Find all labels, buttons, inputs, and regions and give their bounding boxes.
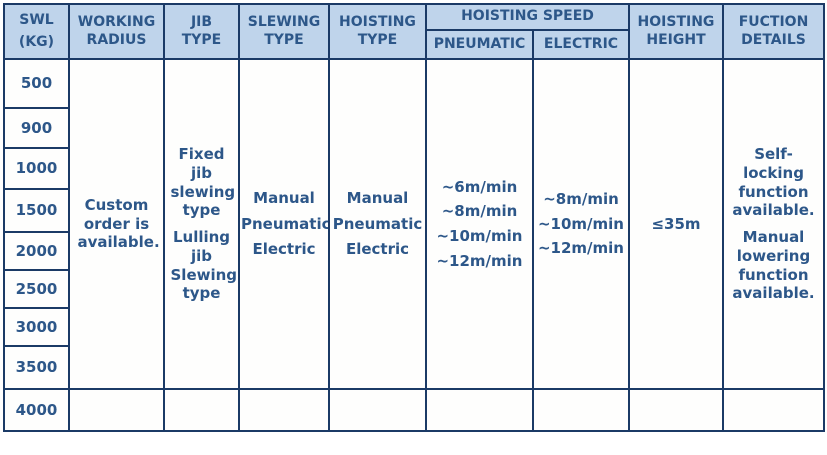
swl-value-cell: 3500: [3, 345, 70, 390]
crane-spec-table: SWL (KG) WORKING RADIUS JIB TYPE SLEWING…: [3, 3, 825, 432]
header-hoisting-height: HOISTING HEIGHT: [628, 3, 724, 60]
swl-value-cell: 1000: [3, 147, 70, 190]
swl-value-cell: 4000: [3, 388, 70, 432]
pneumatic-speed-cell: ~6m/min ~8m/min ~10m/min ~12m/min: [425, 58, 534, 390]
header-function-details: FUCTION DETAILS: [722, 3, 825, 60]
table-row: 900: [3, 107, 824, 149]
empty-cell: [425, 388, 534, 432]
swl-value-cell: 1500: [3, 188, 70, 233]
empty-cell: [532, 388, 630, 432]
table-row: 2000: [3, 231, 824, 271]
table-row: 3000: [3, 307, 824, 347]
header-hoisting-speed: HOISTING SPEED: [425, 3, 630, 31]
hoisting-height-cell: ≤35m: [628, 58, 724, 390]
header-electric: ELECTRIC: [532, 29, 630, 60]
table-row: 3500: [3, 345, 824, 390]
swl-value-cell: 3000: [3, 307, 70, 347]
empty-cell: [628, 388, 724, 432]
header-swl: SWL (KG): [3, 3, 70, 60]
header-working-radius: WORKING RADIUS: [68, 3, 165, 60]
header-hoisting-type: HOISTING TYPE: [328, 3, 427, 60]
header-slewing-type: SLEWING TYPE: [238, 3, 330, 60]
slewing-type-cell: Manual Pneumatic Electric: [238, 58, 330, 390]
empty-cell: [68, 388, 165, 432]
header-swl-label: SWL: [19, 12, 54, 28]
hoisting-type-cell: Manual Pneumatic Electric: [328, 58, 427, 390]
header-swl-unit: (KG): [18, 33, 55, 50]
jib-type-cell: Fixed jib slewing type Lulling jib Slewi…: [163, 58, 240, 390]
empty-cell: [163, 388, 240, 432]
swl-value-cell: 500: [3, 58, 70, 109]
table-row: 4000: [3, 388, 825, 432]
table-row: 1500: [3, 188, 824, 233]
table-row: 1000: [3, 147, 824, 190]
header-pneumatic: PNEUMATIC: [425, 29, 534, 60]
working-radius-cell: Custom order is available.: [68, 58, 165, 390]
swl-value-cell: 2000: [3, 231, 70, 271]
empty-cell: [238, 388, 330, 432]
empty-cell: [722, 388, 825, 432]
header-jib-type: JIB TYPE: [163, 3, 240, 60]
table-row: 2500: [3, 269, 824, 309]
page: SWL (KG) WORKING RADIUS JIB TYPE SLEWING…: [3, 3, 825, 432]
empty-cell: [328, 388, 427, 432]
function-details-cell: Self-locking function available. Manual …: [722, 58, 825, 390]
table-row: 500 Custom order is available. Fixed jib…: [3, 58, 825, 390]
swl-value-cell: 900: [3, 107, 70, 149]
swl-value-cell: 2500: [3, 269, 70, 309]
electric-speed-cell: ~8m/min ~10m/min ~12m/min: [532, 58, 630, 390]
